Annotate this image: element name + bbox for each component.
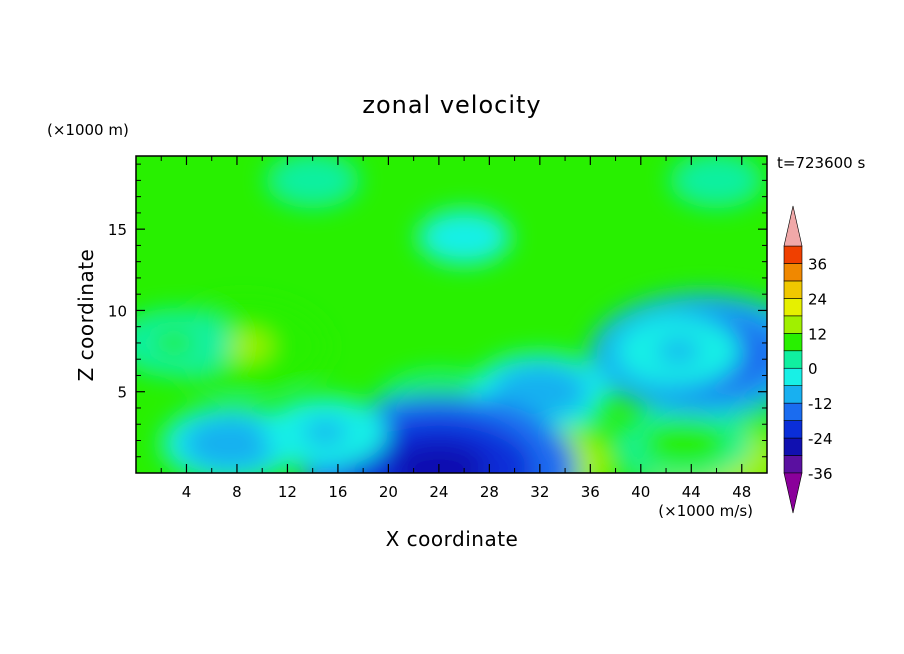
y-axis: 5 10 15 (108, 163, 767, 458)
region-core (447, 227, 481, 247)
y-tick-label: 5 (117, 384, 127, 402)
contour-regions (136, 156, 767, 473)
x-tick-label: 44 (682, 483, 701, 501)
x-tick-label: 24 (429, 483, 448, 501)
y-unit-label: (×1000 m) (47, 121, 129, 139)
colorbar-segment (783, 263, 803, 282)
x-tick-label: 4 (182, 483, 192, 501)
x-tick-label: 12 (278, 483, 297, 501)
x-tick-label: 32 (530, 483, 549, 501)
colorbar-segment (783, 350, 803, 369)
x-axis-label: X coordinate (386, 527, 519, 551)
colorbar: 36 24 12 0 -12 -24 -36 (783, 205, 833, 514)
region-core (296, 170, 329, 190)
colorbar-tick-label: 36 (808, 255, 827, 273)
colorbar-tick-label: 0 (808, 360, 818, 378)
colorbar-segment (783, 280, 803, 299)
x-unit-label: (×1000 m/s) (658, 502, 753, 520)
colorbar-segment (783, 437, 803, 456)
y-tick-label: 10 (108, 302, 127, 320)
region-core (303, 420, 347, 445)
region-core (153, 331, 194, 355)
colorbar-tick-label: -24 (808, 430, 833, 448)
colorbar-segment (783, 298, 803, 317)
colorbar-segment (783, 420, 803, 439)
plot-frame (135, 155, 768, 474)
region-core (206, 430, 255, 458)
colorbar-tick-label: -36 (808, 465, 833, 483)
region-core (657, 338, 701, 364)
colorbar-segment (783, 333, 803, 352)
x-tick-label: 28 (480, 483, 499, 501)
x-tick-label: 20 (379, 483, 398, 501)
colorbar-arrow-top (783, 205, 803, 247)
velocity-field (136, 156, 767, 473)
x-tick-label: 36 (581, 483, 600, 501)
time-label: t=723600 s (777, 154, 865, 172)
colorbar-segment (783, 402, 803, 421)
colorbar-segment (783, 367, 803, 386)
y-tick-label: 15 (108, 221, 127, 239)
y-axis-label: Z coordinate (74, 249, 98, 382)
colorbar-arrow-bottom (783, 472, 803, 514)
region-core (662, 430, 708, 457)
colorbar-tick-label: 12 (808, 325, 827, 343)
x-tick-label: 40 (631, 483, 650, 501)
x-tick-label: 8 (232, 483, 242, 501)
region-core (515, 378, 564, 406)
x-axis: 4 8 12 16 20 24 28 32 36 40 44 48 (160, 156, 751, 501)
chart-title: zonal velocity (362, 91, 541, 119)
colorbar-tick-label: 24 (808, 290, 827, 308)
region-core (391, 442, 487, 473)
colorbar-segment (783, 245, 803, 264)
colorbar-segment (783, 385, 803, 404)
x-tick-label: 16 (328, 483, 347, 501)
colorbar-tick-label: -12 (808, 395, 833, 413)
region-core (700, 170, 733, 190)
colorbar-segment (783, 455, 803, 474)
x-tick-label: 48 (732, 483, 751, 501)
colorbar-segment (783, 315, 803, 334)
